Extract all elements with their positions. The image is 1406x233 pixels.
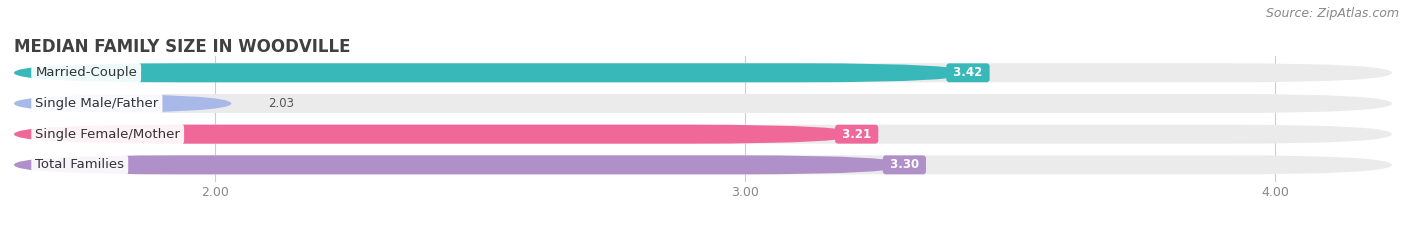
Text: Married-Couple: Married-Couple bbox=[35, 66, 138, 79]
Text: Single Female/Mother: Single Female/Mother bbox=[35, 128, 180, 141]
FancyBboxPatch shape bbox=[14, 63, 1392, 82]
FancyBboxPatch shape bbox=[14, 125, 856, 144]
Text: Source: ZipAtlas.com: Source: ZipAtlas.com bbox=[1265, 7, 1399, 20]
Text: 3.21: 3.21 bbox=[838, 128, 876, 141]
Text: Total Families: Total Families bbox=[35, 158, 124, 171]
FancyBboxPatch shape bbox=[14, 155, 1392, 174]
Text: MEDIAN FAMILY SIZE IN WOODVILLE: MEDIAN FAMILY SIZE IN WOODVILLE bbox=[14, 38, 350, 56]
Text: 2.03: 2.03 bbox=[269, 97, 294, 110]
FancyBboxPatch shape bbox=[14, 155, 904, 174]
FancyBboxPatch shape bbox=[14, 94, 1392, 113]
Text: Single Male/Father: Single Male/Father bbox=[35, 97, 159, 110]
FancyBboxPatch shape bbox=[14, 125, 1392, 144]
Text: 3.30: 3.30 bbox=[886, 158, 922, 171]
Text: 3.42: 3.42 bbox=[949, 66, 987, 79]
FancyBboxPatch shape bbox=[14, 94, 232, 113]
FancyBboxPatch shape bbox=[14, 63, 967, 82]
